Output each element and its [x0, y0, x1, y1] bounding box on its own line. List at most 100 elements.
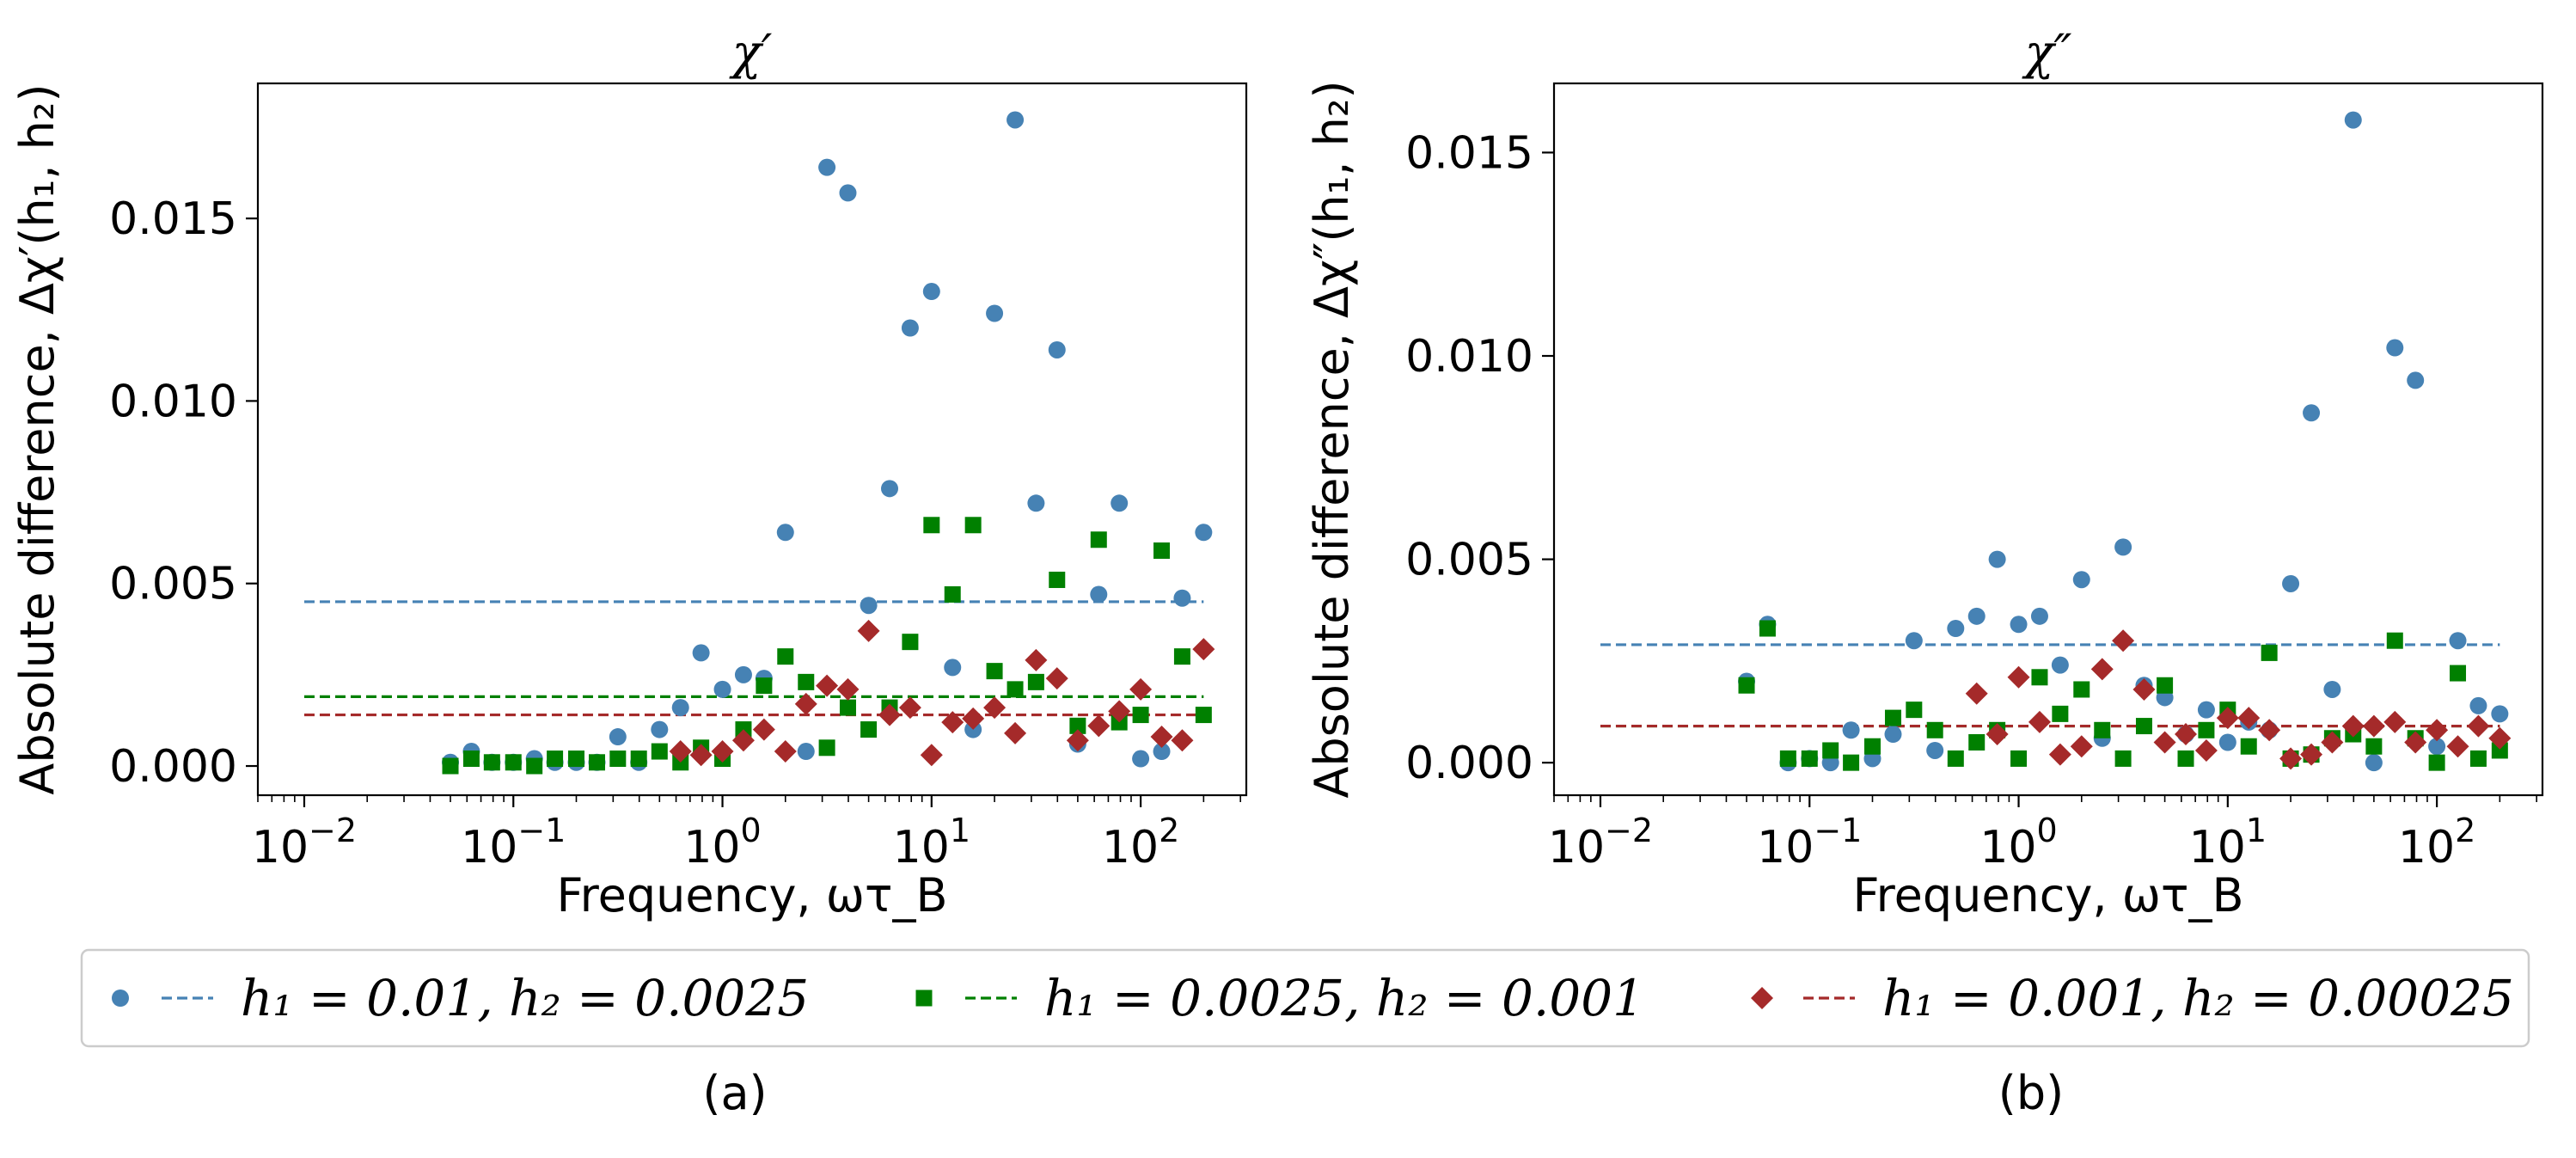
point-b-s2-17 — [2321, 731, 2344, 754]
point-b-s0-27 — [2303, 404, 2321, 422]
point-a-s0-34 — [1153, 743, 1171, 761]
point-a-s2-10 — [878, 703, 902, 726]
point-b-s2-4 — [2048, 743, 2071, 766]
ytick-label-b-3: 0.015 — [1405, 127, 1533, 179]
axes-frame-a — [256, 82, 1248, 797]
point-a-s1-1 — [462, 751, 480, 768]
point-a-s1-27 — [1007, 681, 1024, 698]
point-b-s2-8 — [2132, 677, 2156, 701]
point-a-s2-0 — [669, 740, 692, 763]
point-a-s1-22 — [902, 634, 919, 651]
ytick-label-a-2: 0.010 — [109, 376, 237, 427]
point-b-s2-16 — [2300, 743, 2323, 766]
point-b-s2-14 — [2258, 719, 2281, 742]
point-a-s0-10 — [651, 720, 669, 738]
point-b-s1-24 — [2240, 738, 2257, 755]
xtick-label-b-0: 10−2 — [1548, 812, 1653, 873]
point-a-s2-9 — [857, 619, 880, 642]
point-b-s1-0 — [1738, 677, 1755, 694]
point-b-s0-23 — [2218, 733, 2236, 751]
point-b-s1-4 — [1822, 742, 1839, 759]
y-axis-label-a: Absolute difference, Δχ′(h₁, h₂) — [10, 83, 64, 794]
point-a-s1-7 — [588, 754, 605, 771]
point-a-s1-19 — [839, 699, 856, 716]
point-b-s1-36 — [2491, 742, 2508, 759]
point-a-s1-15 — [756, 677, 773, 695]
point-a-s2-14 — [962, 707, 985, 730]
point-a-s1-4 — [526, 757, 543, 775]
point-a-s0-33 — [1132, 750, 1150, 768]
point-a-s2-18 — [1045, 667, 1068, 690]
xtick-label-b-4: 102 — [2398, 812, 2475, 873]
point-a-s2-6 — [794, 692, 817, 715]
point-b-s0-31 — [2386, 339, 2404, 357]
point-a-s0-28 — [1027, 494, 1045, 512]
point-b-s1-11 — [1968, 733, 1986, 751]
xtick-label-a-3: 101 — [893, 812, 970, 873]
point-a-s0-24 — [944, 659, 962, 677]
axes-frame-b — [1552, 82, 2544, 797]
point-a-s0-14 — [734, 665, 752, 683]
point-a-s2-17 — [1025, 648, 1048, 671]
point-b-s2-2 — [2007, 665, 2030, 689]
point-b-s1-2 — [1779, 750, 1796, 767]
y-axis-label-b: Absolute difference, Δχ″(h₁, h₂) — [1305, 80, 1359, 798]
legend-label-0: h₁ = 0.01, h₂ = 0.0025 — [241, 969, 809, 1027]
point-b-s1-1 — [1759, 620, 1776, 637]
point-a-s2-1 — [689, 744, 713, 767]
point-b-s0-33 — [2428, 738, 2446, 756]
point-a-s2-25 — [1192, 638, 1215, 661]
point-b-s2-3 — [2028, 710, 2051, 733]
point-b-s1-9 — [1926, 721, 1943, 738]
point-a-s1-23 — [923, 517, 940, 534]
point-b-s0-29 — [2344, 111, 2362, 129]
point-b-s1-21 — [2177, 750, 2194, 767]
point-a-s0-16 — [776, 524, 794, 542]
point-a-s2-20 — [1087, 714, 1111, 738]
point-b-s0-11 — [1967, 607, 1986, 625]
point-a-s2-15 — [983, 696, 1007, 720]
point-a-s2-23 — [1150, 726, 1173, 749]
point-b-s0-35 — [2469, 696, 2487, 714]
point-a-s2-8 — [836, 677, 860, 701]
point-a-s1-10 — [651, 743, 668, 760]
point-a-s1-17 — [798, 673, 815, 690]
point-b-s0-34 — [2449, 632, 2467, 650]
point-a-s1-20 — [860, 721, 878, 738]
point-a-s2-2 — [711, 740, 734, 763]
point-b-s0-10 — [1947, 620, 1965, 638]
point-a-s2-3 — [731, 729, 755, 752]
point-a-s0-22 — [901, 319, 919, 337]
point-b-s1-5 — [1843, 754, 1860, 771]
ytick-label-a-1: 0.005 — [109, 559, 237, 610]
point-b-s2-13 — [2237, 707, 2261, 730]
point-a-s0-21 — [881, 480, 899, 498]
x-axis-label-b: Frequency, ωτ_B — [1852, 868, 2243, 922]
point-a-s1-25 — [964, 517, 982, 534]
point-b-s0-22 — [2197, 701, 2215, 719]
point-b-s2-20 — [2383, 710, 2407, 733]
point-b-s2-22 — [2426, 719, 2449, 742]
point-b-s1-6 — [1863, 738, 1881, 755]
ytick-label-b-1: 0.005 — [1405, 535, 1533, 586]
point-b-s2-11 — [2194, 738, 2218, 762]
point-b-s1-13 — [2010, 750, 2028, 767]
legend-marker-0 — [112, 990, 129, 1007]
point-b-s1-33 — [2428, 754, 2445, 771]
point-b-s0-15 — [2051, 656, 2069, 674]
point-a-s2-16 — [1004, 721, 1027, 744]
panel-caption-b: (b) — [1998, 1066, 2064, 1120]
point-a-s0-19 — [839, 184, 857, 202]
point-b-s2-18 — [2341, 714, 2365, 738]
point-a-s0-26 — [986, 304, 1004, 322]
xtick-label-b-2: 100 — [1979, 812, 2057, 873]
point-a-s1-30 — [1069, 717, 1086, 734]
point-a-s1-26 — [986, 663, 1003, 680]
point-b-s2-12 — [2216, 707, 2239, 730]
xtick-label-a-4: 102 — [1102, 812, 1179, 873]
point-a-s0-8 — [609, 728, 627, 746]
point-b-s2-10 — [2175, 723, 2198, 746]
xtick-label-b-1: 10−1 — [1757, 812, 1862, 873]
point-b-s1-16 — [2073, 681, 2090, 698]
point-b-s1-35 — [2469, 750, 2487, 767]
